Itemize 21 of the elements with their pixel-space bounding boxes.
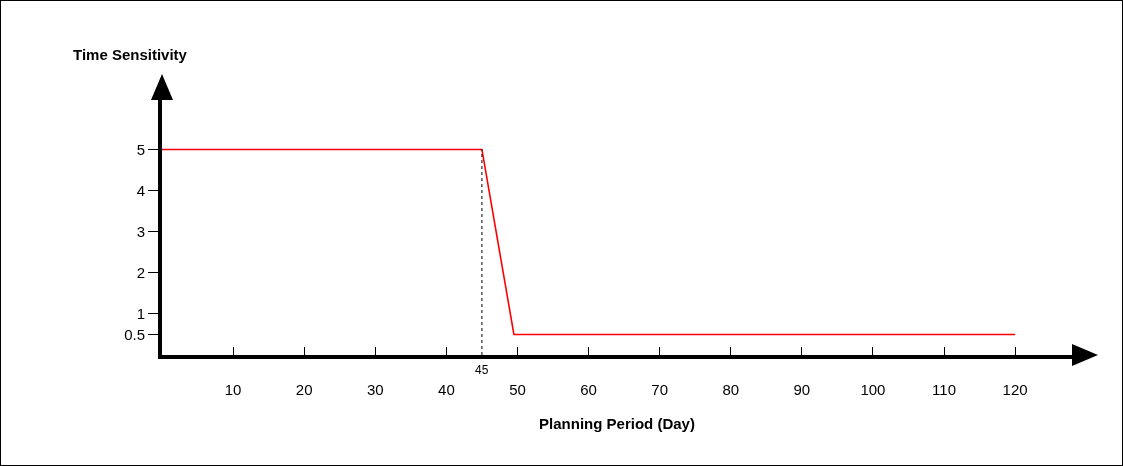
y-tick-label: 1 bbox=[136, 305, 145, 323]
y-tick-label: 2 bbox=[136, 264, 145, 282]
x-tick-label: 70 bbox=[651, 381, 668, 398]
x-tick-label: 20 bbox=[295, 381, 313, 398]
y-axis-title: Time Sensitivity bbox=[73, 46, 188, 63]
x-tick-label: 80 bbox=[722, 381, 740, 398]
x-tick-label: 100 bbox=[860, 381, 886, 398]
x-tick-label: 40 bbox=[438, 381, 455, 398]
x-tick-label: 60 bbox=[580, 381, 597, 398]
y-tick-label: 3 bbox=[136, 222, 145, 240]
x-axis-title: Planning Period (Day) bbox=[539, 414, 695, 432]
y-tick-label: 5 bbox=[136, 140, 145, 158]
ref-line-label: 45 bbox=[475, 363, 489, 377]
x-tick-label: 50 bbox=[509, 381, 526, 398]
x-tick-label: 110 bbox=[932, 381, 956, 398]
y-tick-label: 4 bbox=[136, 181, 145, 199]
x-tick-label: 90 bbox=[793, 381, 811, 398]
x-tick-label: 120 bbox=[1002, 381, 1028, 398]
x-tick-label: 10 bbox=[224, 381, 242, 398]
y-tick-label: 0.5 bbox=[124, 325, 145, 343]
x-tick-label: 30 bbox=[366, 381, 384, 398]
